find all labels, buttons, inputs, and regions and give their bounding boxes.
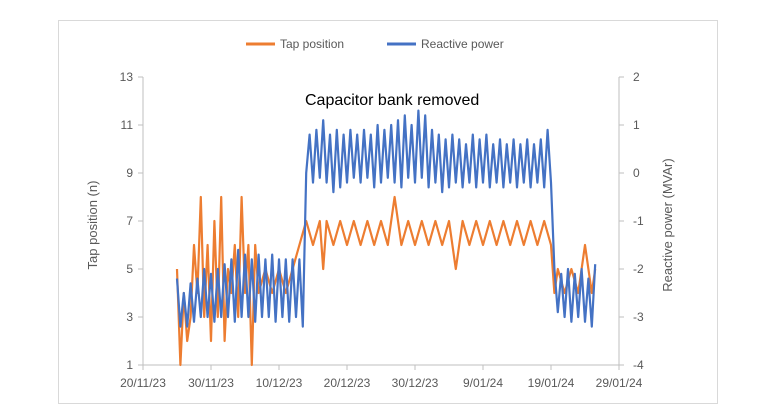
- y-tick-label-right: -3: [633, 310, 644, 324]
- x-tick-label: 20/11/23: [120, 376, 166, 390]
- y-axis-title-left: Tap position (n): [85, 181, 100, 270]
- x-tick-label: 29/01/24: [596, 376, 643, 390]
- y-tick-label-left: 9: [126, 166, 133, 180]
- y-axis-title-right: Reactive power (MVAr): [660, 158, 675, 291]
- y-tick-label-left: 1: [126, 358, 133, 372]
- y-tick-label-left: 11: [121, 118, 134, 132]
- y-tick-label-right: -1: [633, 214, 644, 228]
- y-tick-label-right: 0: [633, 166, 640, 180]
- chart-area: [58, 20, 718, 404]
- annotation-capacitor-bank: Capacitor bank removed: [305, 92, 479, 109]
- x-tick-label: 20/12/23: [324, 376, 371, 390]
- y-tick-label-left: 5: [126, 262, 133, 276]
- x-tick-label: 30/12/23: [392, 376, 439, 390]
- x-tick-label: 10/12/23: [256, 376, 303, 390]
- y-tick-label-right: -2: [633, 262, 644, 276]
- y-tick-label-left: 3: [126, 310, 133, 324]
- y-tick-label-left: 13: [120, 70, 134, 84]
- y-tick-label-right: 1: [633, 118, 640, 132]
- y-tick-label-left: 7: [126, 214, 133, 228]
- y-tick-label-right: 2: [633, 70, 640, 84]
- series-line-reactive-power: [175, 109, 597, 328]
- legend: Tap position Reactive power: [246, 37, 504, 51]
- x-tick-label: 9/01/24: [463, 376, 503, 390]
- legend-label-reactive-power: Reactive power: [421, 37, 504, 51]
- series-group: [175, 109, 597, 367]
- axes: 20/11/23 30/11/23 10/12/23 20/12/23 30/12/23…: [120, 70, 644, 390]
- x-tick-label: 19/01/24: [528, 376, 575, 390]
- x-tick-label: 30/11/23: [188, 376, 234, 390]
- legend-label-tap-position: Tap position: [280, 37, 344, 51]
- series-line-tap-position: [175, 195, 597, 367]
- y-tick-label-right: -4: [633, 358, 644, 372]
